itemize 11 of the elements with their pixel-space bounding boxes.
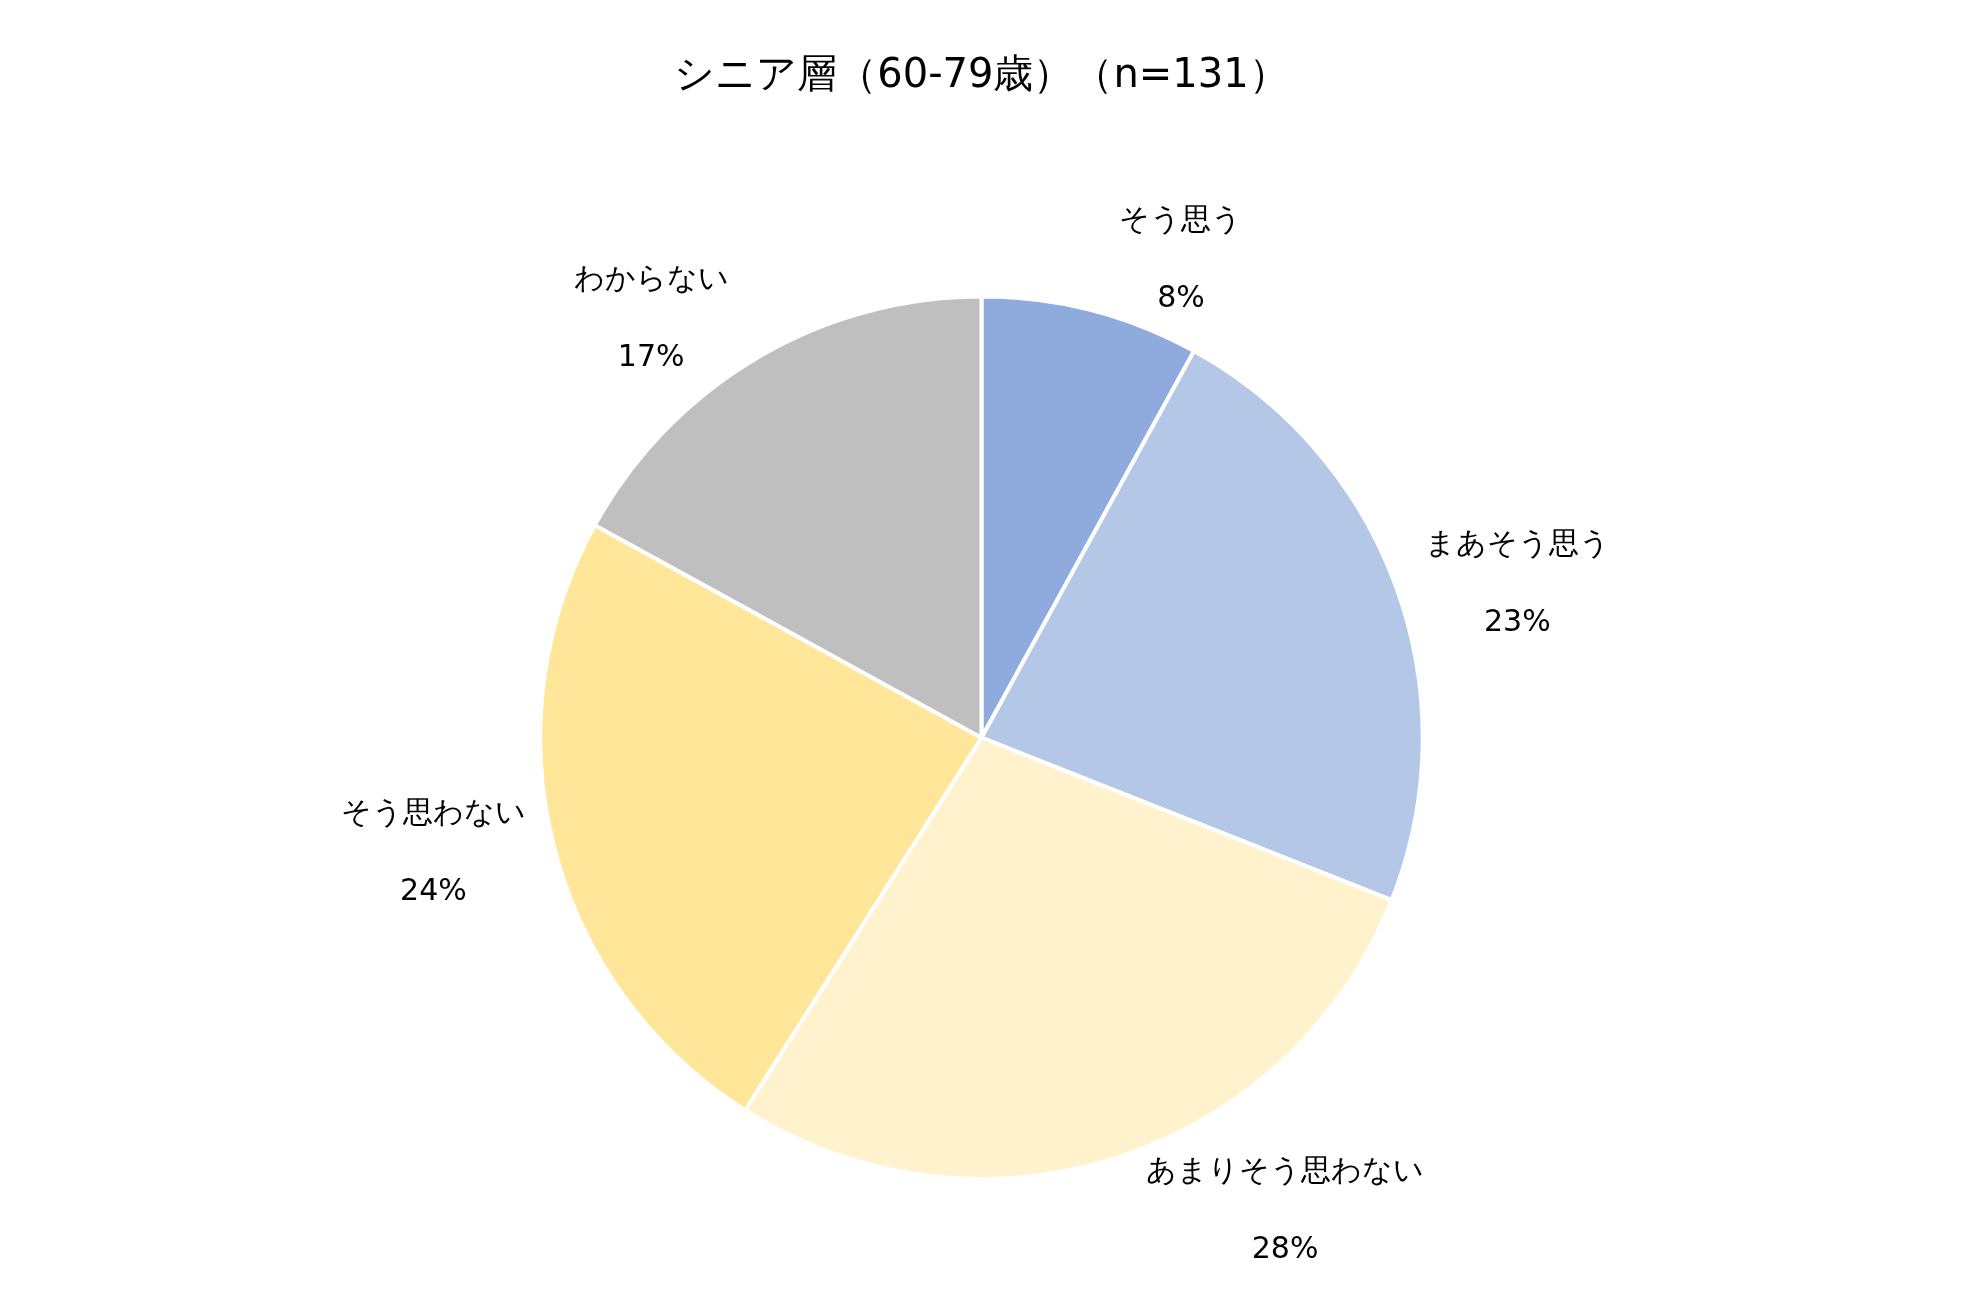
data-label: 23%	[1484, 603, 1551, 639]
slice-label: そう思わない	[340, 794, 526, 830]
slice-label: あまりそう思わない	[1146, 1151, 1425, 1187]
slice-label: わからない	[573, 259, 729, 295]
data-label: 24%	[400, 872, 467, 908]
slice-label: まあそう思う	[1424, 525, 1610, 561]
data-label: 17%	[617, 337, 685, 373]
data-label: 8%	[1157, 278, 1205, 314]
chart-title: シニア層（60-79歳）（n=131）	[674, 49, 1289, 96]
slice-label: そう思う	[1119, 200, 1243, 236]
data-label: 28%	[1251, 1229, 1319, 1265]
